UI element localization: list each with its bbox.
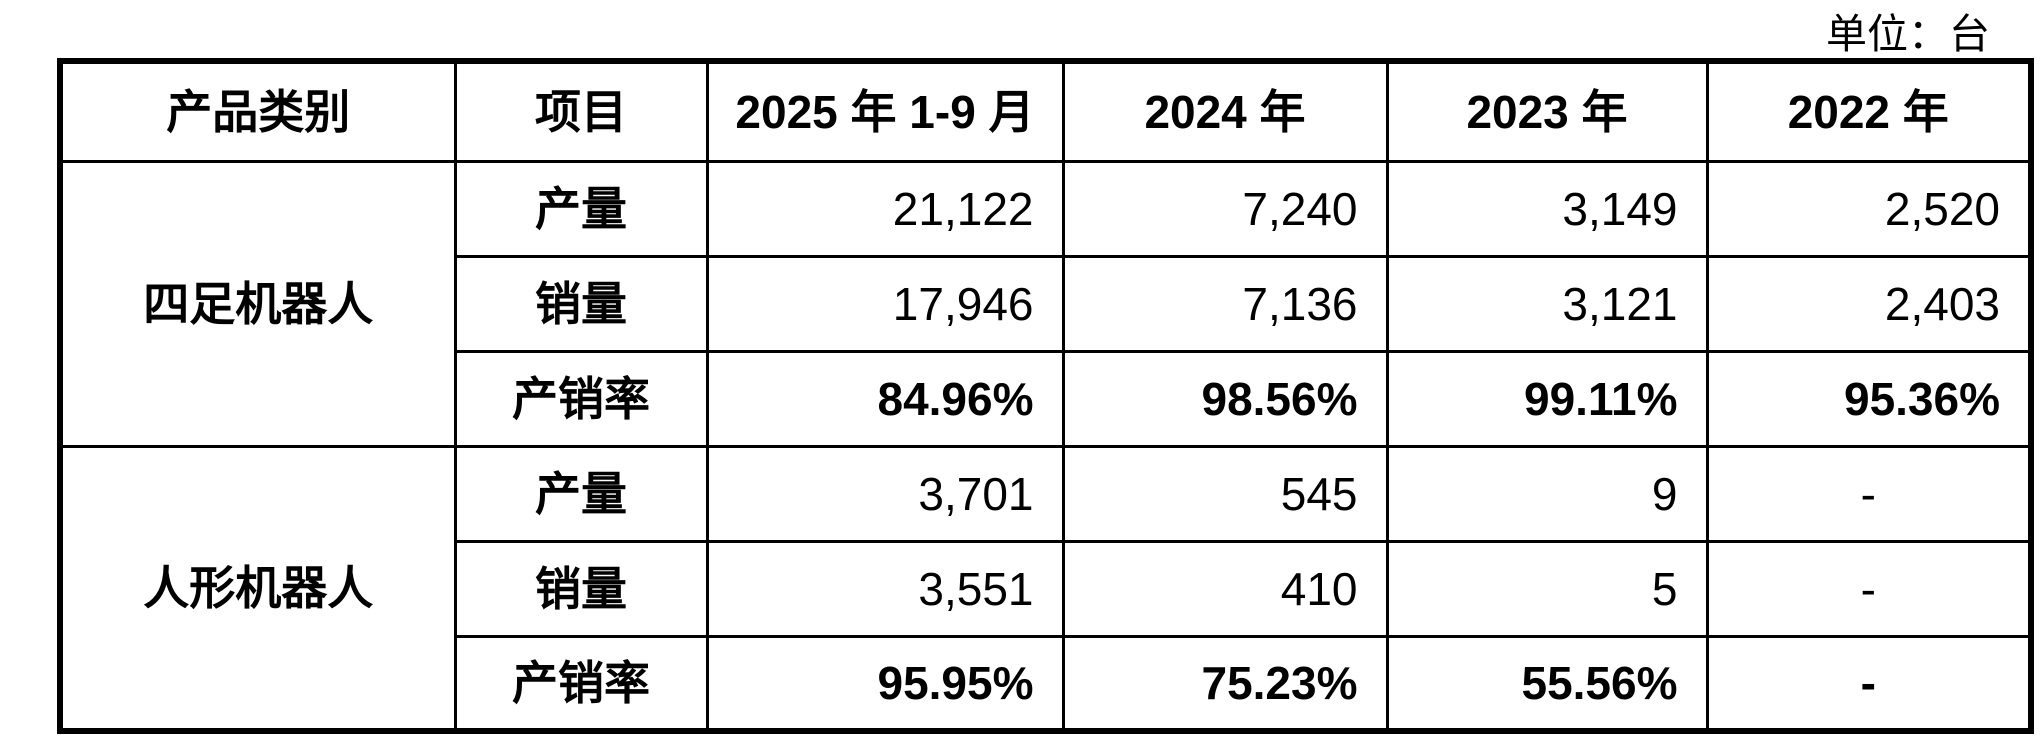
- value-cell: 410: [1061, 539, 1389, 638]
- item-label: 销量: [453, 539, 709, 638]
- value-cell: 3,551: [705, 539, 1065, 638]
- value-cell: 5: [1385, 539, 1709, 638]
- unit-label: 单位：台: [1826, 11, 1990, 57]
- table-row: 产销率 84.96% 98.56% 99.11% 95.36%: [60, 349, 2033, 448]
- value-cell: 7,240: [1061, 159, 1389, 258]
- item-label: 产销率: [453, 634, 709, 733]
- value-cell: 9: [1385, 444, 1709, 543]
- item-label: 产量: [453, 444, 709, 543]
- value-cell: -: [1705, 539, 2033, 638]
- table-row: 人形机器人 产量 3,701 545 9 -: [58, 444, 2033, 733]
- value-cell: 55.56%: [1385, 634, 1709, 733]
- value-cell: 3,121: [1385, 254, 1709, 353]
- value-cell: 21,122: [705, 159, 1065, 258]
- value-cell: 95.36%: [1705, 349, 2033, 448]
- item-label: 产量: [453, 159, 709, 258]
- value-cell: 99.11%: [1385, 349, 1709, 448]
- item-label: 销量: [453, 254, 709, 353]
- value-cell: 84.96%: [705, 349, 1065, 448]
- value-cell: 75.23%: [1061, 634, 1389, 733]
- header-period-2022: 2022 年: [1705, 59, 2033, 163]
- value-cell: 3,701: [705, 444, 1065, 543]
- category-cell-humanoid-robot: 人形机器人: [58, 444, 457, 733]
- header-period-2023: 2023 年: [1385, 59, 1709, 163]
- header-period-2025: 2025 年 1-9 月: [705, 59, 1065, 163]
- header-period-2024: 2024 年: [1061, 59, 1389, 163]
- item-label: 产销率: [453, 349, 709, 448]
- table-row: 四足机器人 产量 21,122 7,240 3,149 2,520: [58, 159, 2033, 448]
- value-cell: -: [1705, 634, 2033, 733]
- value-cell: -: [1705, 444, 2033, 543]
- value-cell: 98.56%: [1061, 349, 1389, 448]
- value-cell: 17,946: [705, 254, 1065, 353]
- value-cell: 7,136: [1061, 254, 1389, 353]
- value-cell: 545: [1061, 444, 1389, 543]
- table-row: 销量 3,551 410 5 -: [60, 539, 2033, 638]
- table-row: 销量 17,946 7,136 3,121 2,403: [60, 254, 2033, 353]
- value-cell: 2,520: [1705, 159, 2033, 258]
- table-row: 产销率 95.95% 75.23% 55.56% -: [60, 634, 2033, 733]
- value-cell: 3,149: [1385, 159, 1709, 258]
- header-product-category: 产品类别: [58, 59, 457, 163]
- header-item: 项目: [453, 59, 709, 163]
- value-cell: 95.95%: [705, 634, 1065, 733]
- production-sales-table: 产品类别 项目 2025 年 1-9 月 2024 年 2023 年 2022 …: [57, 58, 2034, 734]
- category-cell-quadruped-robot: 四足机器人: [58, 159, 457, 448]
- header-row: 产品类别 项目 2025 年 1-9 月 2024 年 2023 年 2022 …: [58, 59, 2033, 163]
- value-cell: 2,403: [1705, 254, 2033, 353]
